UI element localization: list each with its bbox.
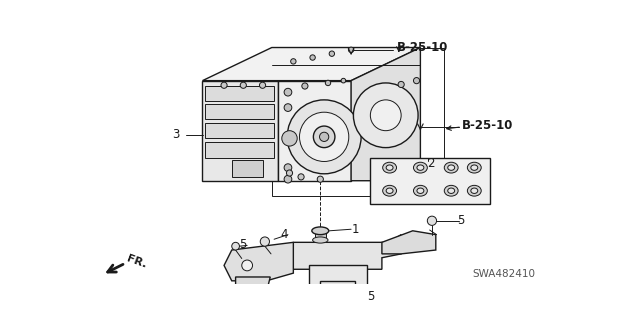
Text: 2: 2: [427, 157, 434, 169]
Polygon shape: [205, 86, 274, 101]
Ellipse shape: [448, 165, 454, 170]
Ellipse shape: [417, 165, 424, 170]
Text: 5: 5: [239, 238, 247, 251]
Ellipse shape: [444, 162, 458, 173]
Circle shape: [302, 83, 308, 89]
Ellipse shape: [417, 188, 424, 193]
Ellipse shape: [383, 162, 397, 173]
Polygon shape: [382, 231, 436, 254]
Circle shape: [348, 47, 354, 53]
Circle shape: [284, 175, 292, 183]
Ellipse shape: [467, 185, 481, 196]
Circle shape: [329, 51, 335, 56]
Ellipse shape: [386, 188, 393, 193]
Circle shape: [317, 176, 323, 182]
Ellipse shape: [312, 227, 329, 235]
Polygon shape: [371, 158, 490, 204]
Circle shape: [260, 237, 269, 246]
Polygon shape: [278, 81, 351, 181]
Circle shape: [325, 80, 331, 85]
Ellipse shape: [413, 185, 428, 196]
Circle shape: [221, 82, 227, 88]
Circle shape: [232, 242, 239, 250]
Ellipse shape: [444, 185, 458, 196]
Polygon shape: [320, 281, 355, 300]
Polygon shape: [205, 142, 274, 158]
Circle shape: [284, 104, 292, 111]
Circle shape: [353, 83, 418, 148]
Ellipse shape: [471, 165, 478, 170]
Text: 3: 3: [172, 128, 179, 141]
Ellipse shape: [383, 185, 397, 196]
Circle shape: [344, 293, 351, 300]
Circle shape: [319, 132, 329, 141]
Bar: [315, 231, 326, 240]
Circle shape: [291, 59, 296, 64]
Polygon shape: [205, 123, 274, 138]
Text: FR.: FR.: [125, 253, 148, 270]
Circle shape: [287, 170, 292, 176]
Circle shape: [282, 131, 297, 146]
Polygon shape: [282, 235, 401, 269]
Polygon shape: [351, 48, 420, 181]
Ellipse shape: [386, 165, 393, 170]
Ellipse shape: [471, 188, 478, 193]
Polygon shape: [202, 48, 420, 81]
Ellipse shape: [312, 237, 328, 243]
Circle shape: [310, 55, 316, 60]
Circle shape: [341, 78, 346, 83]
Ellipse shape: [448, 188, 454, 193]
Circle shape: [428, 216, 436, 226]
Polygon shape: [202, 81, 278, 181]
Polygon shape: [308, 265, 367, 285]
Text: B-25-10: B-25-10: [462, 119, 513, 132]
Text: 1: 1: [351, 223, 358, 236]
Circle shape: [242, 260, 253, 271]
Circle shape: [314, 126, 335, 148]
Circle shape: [398, 81, 404, 87]
Circle shape: [240, 82, 246, 88]
Text: 4: 4: [280, 228, 288, 241]
Text: B-25-10: B-25-10: [397, 41, 449, 54]
Text: SWA482410: SWA482410: [472, 269, 535, 279]
Ellipse shape: [413, 162, 428, 173]
Circle shape: [284, 164, 292, 172]
Circle shape: [371, 100, 401, 131]
Polygon shape: [205, 104, 274, 119]
Circle shape: [413, 78, 420, 84]
Circle shape: [259, 82, 266, 88]
Polygon shape: [224, 242, 293, 281]
Text: 5: 5: [458, 214, 465, 227]
Circle shape: [284, 88, 292, 96]
Text: 5: 5: [367, 290, 374, 303]
Ellipse shape: [467, 162, 481, 173]
Circle shape: [300, 112, 349, 161]
Bar: [232, 160, 262, 177]
Circle shape: [287, 100, 361, 174]
Circle shape: [298, 174, 304, 180]
Polygon shape: [236, 277, 270, 293]
